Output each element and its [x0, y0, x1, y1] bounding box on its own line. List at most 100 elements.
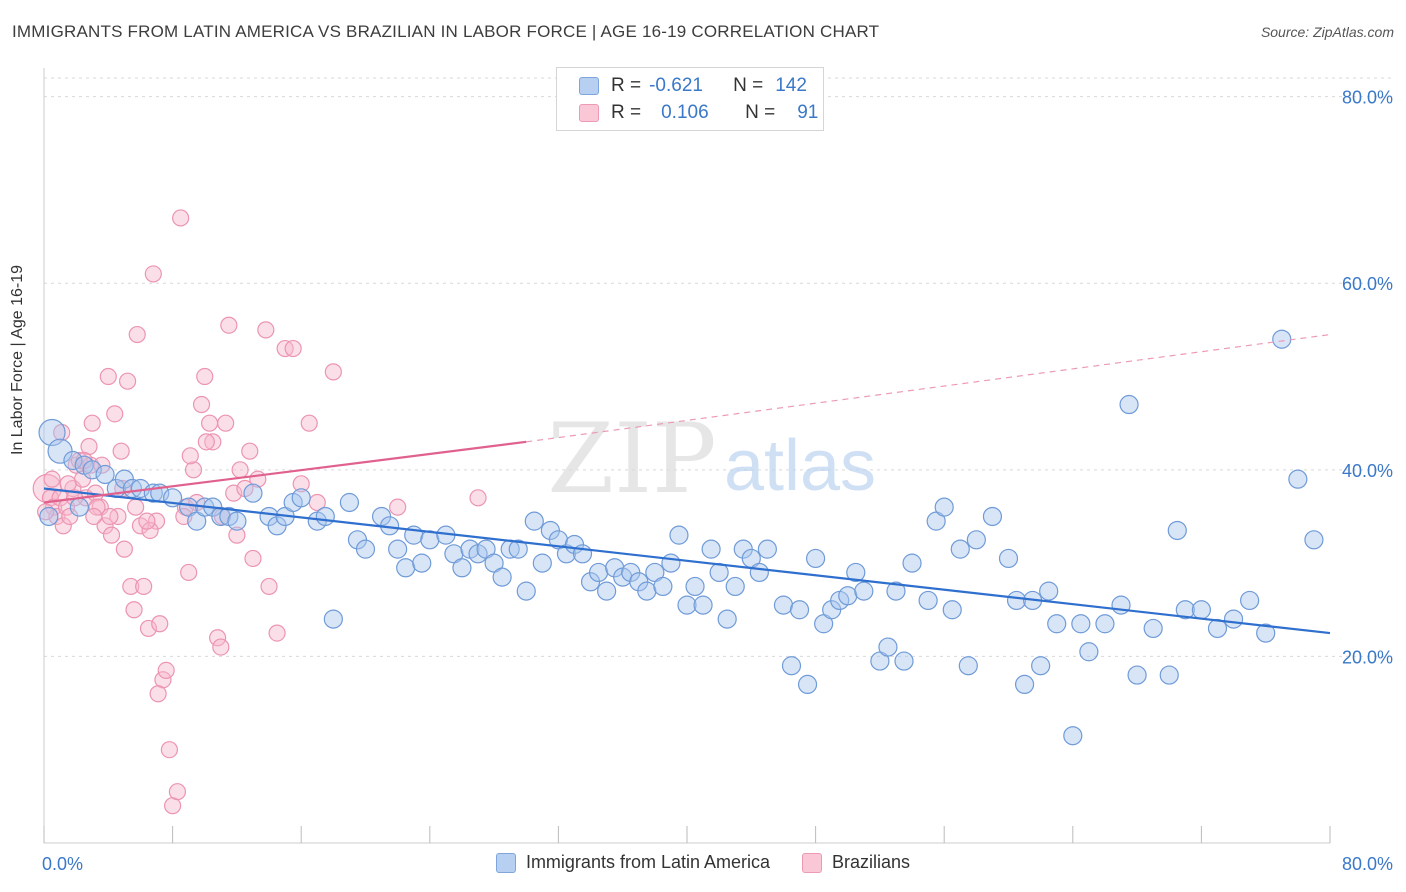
point-brazilian: [180, 563, 198, 582]
bottom-legend-label-1: Immigrants from Latin America: [525, 852, 771, 872]
point-brazilian: [141, 521, 159, 540]
point-latin-america: [934, 497, 954, 517]
point-brazilian: [106, 405, 124, 423]
point-latin-america: [637, 581, 657, 601]
bottom-legend-brazilians: Brazilians: [802, 852, 910, 873]
point-latin-america: [524, 511, 544, 531]
point-brazilian: [83, 414, 101, 432]
point-brazilian: [209, 629, 227, 647]
trendline-brazilians: [43, 440, 527, 504]
point-brazilian: [151, 615, 169, 633]
point-latin-america: [1095, 614, 1115, 634]
watermark-atlas: atlas: [724, 426, 876, 506]
point-latin-america: [323, 609, 343, 629]
point-latin-america: [846, 562, 866, 583]
point-latin-america: [797, 674, 818, 695]
point-brazilian: [138, 512, 156, 530]
point-brazilian: [125, 601, 143, 619]
point-brazilian: [225, 484, 243, 502]
point-latin-america: [854, 581, 874, 601]
legend-n-value-2: 91: [797, 102, 819, 123]
point-brazilian: [172, 209, 190, 227]
point-latin-america: [315, 506, 335, 527]
point-latin-america: [749, 562, 769, 583]
legend-n-value-1: 142: [775, 75, 807, 96]
bottom-legend: Immigrants from Latin America Brazilians: [0, 852, 1406, 873]
point-latin-america: [1079, 642, 1099, 662]
y-tick-label: 80.0%: [1342, 88, 1393, 108]
point-latin-america: [1288, 469, 1308, 489]
point-brazilian: [217, 414, 235, 432]
point-brazilian: [389, 498, 407, 516]
point-latin-america: [918, 590, 938, 611]
point-brazilian: [241, 442, 259, 460]
legend-n-label: N =: [733, 75, 764, 96]
point-latin-america: [902, 553, 922, 573]
point-latin-america: [1191, 600, 1212, 620]
legend-swatch-blue: [579, 77, 599, 95]
point-latin-america: [789, 600, 810, 620]
point-latin-america: [452, 558, 472, 578]
point-brazilian: [88, 498, 106, 516]
point-latin-america: [243, 483, 263, 503]
point-brazilian: [284, 339, 302, 358]
point-latin-america: [1167, 520, 1187, 541]
point-latin-america: [1304, 530, 1324, 550]
y-tick-label: 40.0%: [1342, 461, 1393, 481]
legend-row-brazilians: R = 0.106 N = 91: [579, 100, 818, 126]
point-brazilian: [157, 661, 175, 680]
point-latin-america: [1240, 590, 1260, 611]
point-latin-america: [1039, 581, 1059, 601]
point-brazilian: [102, 526, 121, 544]
point-brazilian: [128, 325, 146, 344]
point-latin-america: [63, 450, 83, 471]
point-latin-america: [412, 553, 432, 573]
trendline-latin-america: [43, 487, 1331, 635]
point-latin-america: [1223, 609, 1244, 629]
point-latin-america: [958, 656, 978, 676]
legend-box: R = -0.621 N = 142 R = 0.106 N = 91: [556, 67, 824, 131]
x-tick-label: 0.0%: [42, 854, 83, 874]
point-latin-america: [1014, 674, 1035, 695]
point-latin-america: [1127, 665, 1147, 685]
point-brazilian: [231, 461, 249, 479]
point-brazilian: [220, 316, 238, 334]
y-tick-label: 20.0%: [1342, 647, 1393, 667]
bottom-legend-latin-america: Immigrants from Latin America: [495, 852, 771, 873]
point-latin-america: [339, 492, 360, 513]
point-latin-america: [717, 609, 737, 629]
point-latin-america: [1071, 614, 1091, 634]
point-latin-america: [669, 525, 689, 545]
point-latin-america: [878, 637, 898, 657]
point-latin-america: [516, 581, 536, 601]
point-brazilian: [118, 372, 137, 390]
point-brazilian: [127, 498, 145, 516]
point-brazilian: [122, 577, 140, 596]
point-brazilian: [85, 507, 103, 526]
point-brazilian: [260, 577, 278, 596]
bottom-legend-swatch-blue: [495, 852, 516, 873]
point-brazilian: [257, 321, 275, 339]
point-brazilian: [144, 265, 162, 283]
point-latin-america: [1143, 618, 1163, 639]
point-brazilian: [196, 367, 214, 386]
point-brazilian: [300, 414, 318, 432]
point-brazilian: [324, 363, 342, 381]
point-brazilian: [54, 517, 72, 535]
point-latin-america: [396, 558, 416, 578]
y-tick-label: 60.0%: [1342, 274, 1393, 294]
point-latin-america: [894, 651, 914, 671]
point-latin-america: [701, 539, 721, 559]
point-brazilian: [96, 517, 114, 535]
point-latin-america: [1159, 665, 1179, 685]
legend-r-value-1: -0.621: [649, 75, 703, 96]
point-brazilian: [112, 442, 130, 460]
point-latin-america: [227, 511, 247, 531]
trendline-brazilians-extension: [526, 333, 1331, 443]
watermark-zip: ZIP: [547, 403, 716, 515]
point-latin-america: [805, 548, 826, 569]
point-brazilian: [184, 461, 203, 479]
legend-r-label: R =: [611, 75, 642, 96]
point-brazilian: [212, 638, 230, 656]
